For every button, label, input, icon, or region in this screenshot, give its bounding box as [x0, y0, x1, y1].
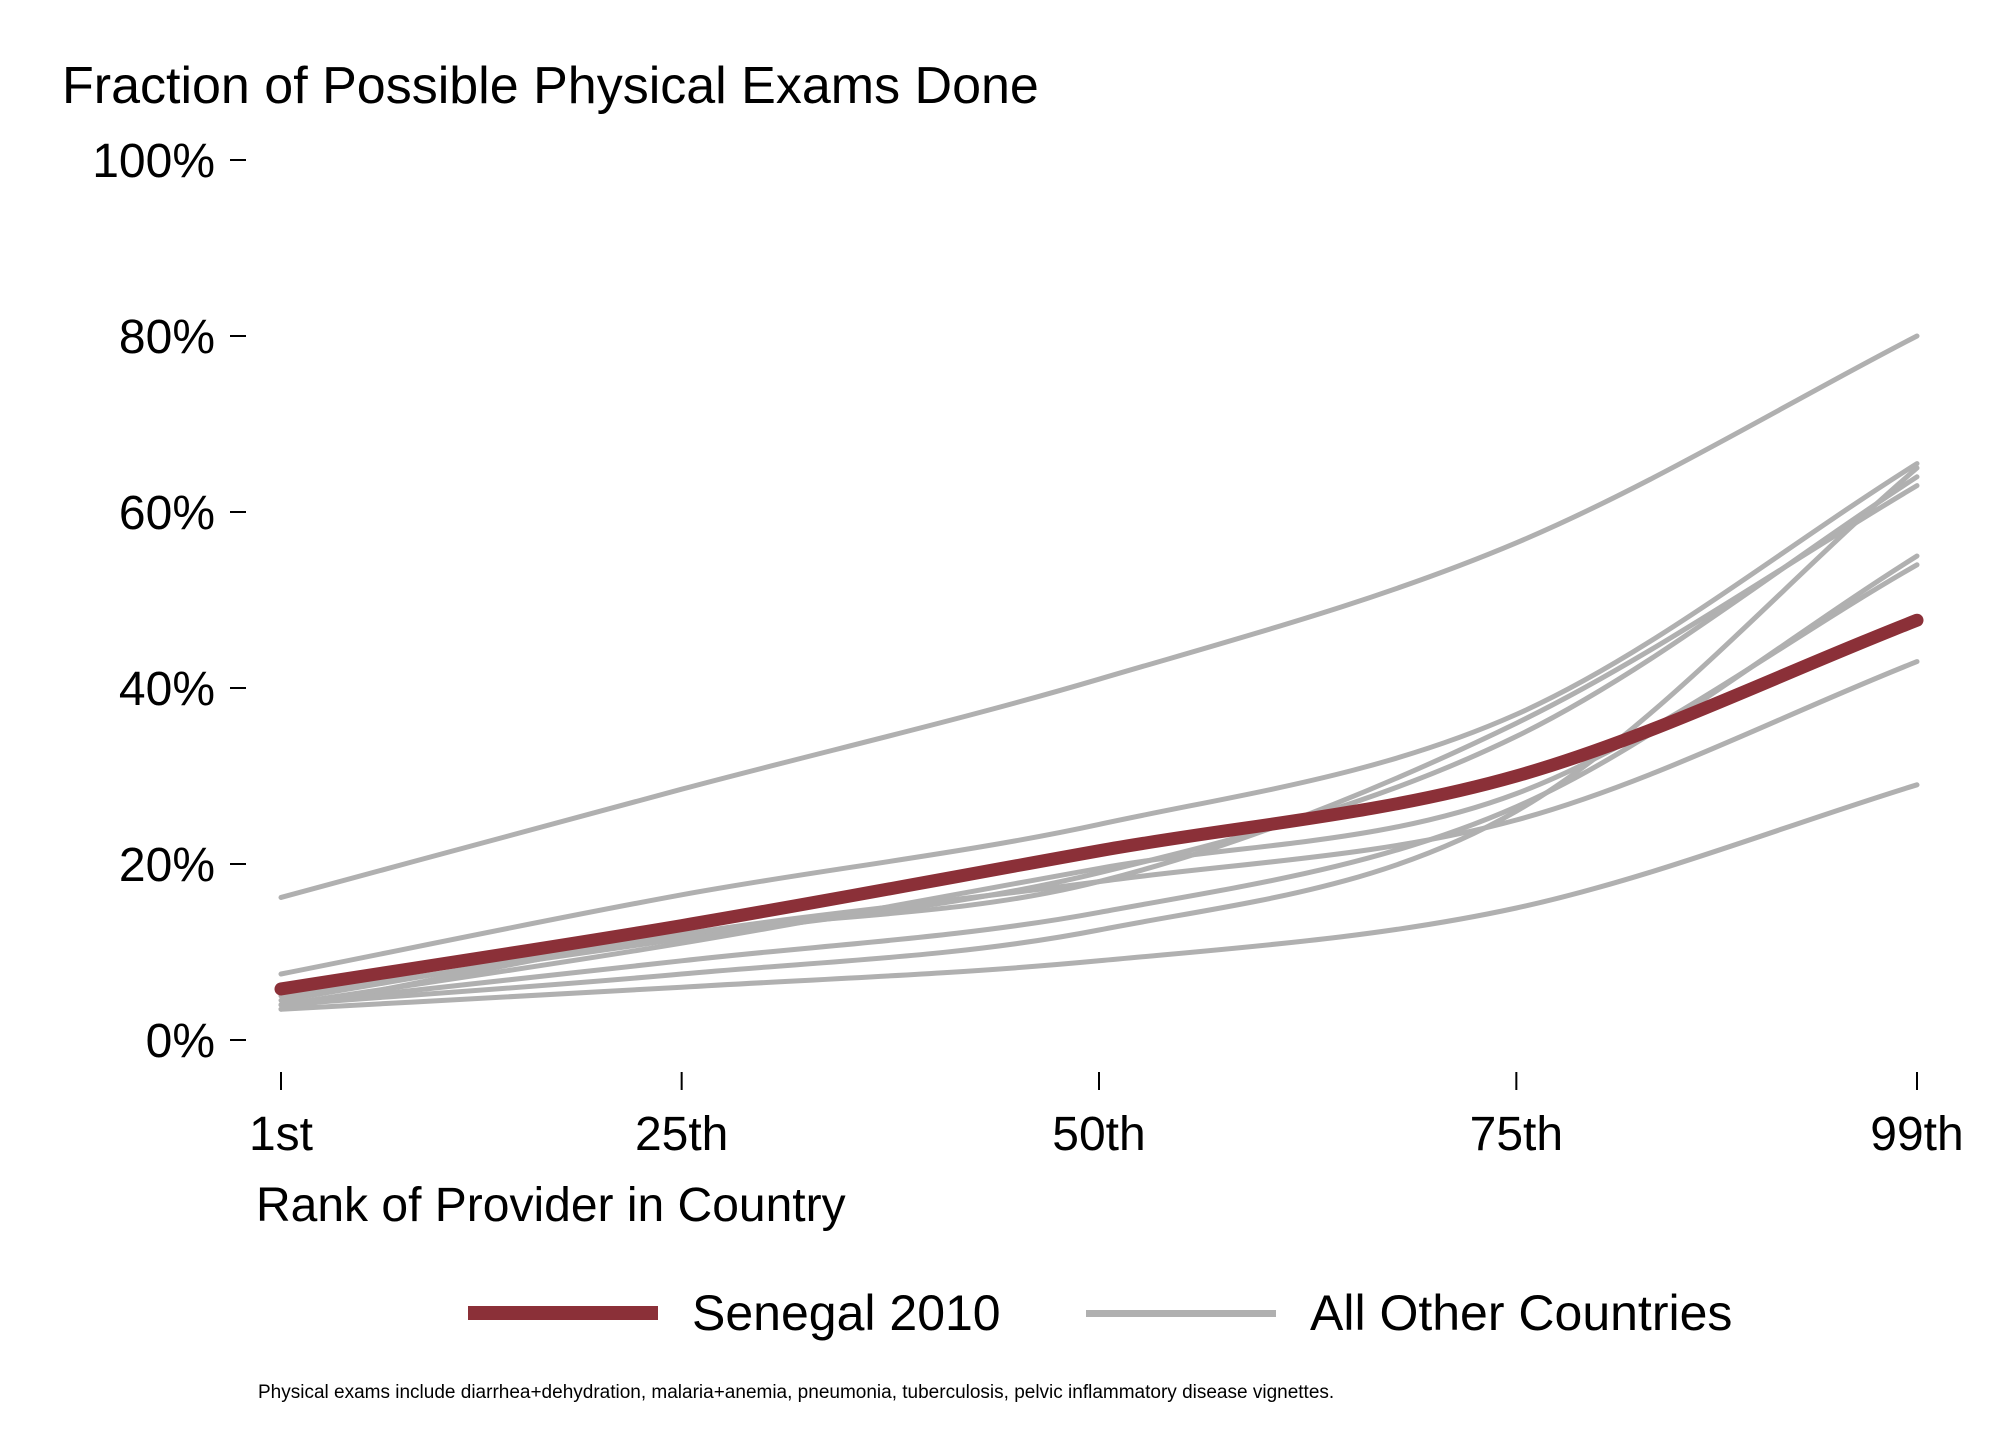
- x-axis-label: Rank of Provider in Country: [256, 1179, 846, 1232]
- legend-label-other-countries: All Other Countries: [1310, 1285, 1733, 1341]
- x-tick-label-0: 1st: [249, 1108, 313, 1161]
- series-line-senegal-2010: [274, 613, 1924, 996]
- legend-swatch-other-countries: [1086, 1309, 1276, 1317]
- y-axis: 0% 20% 40% 60% 80% 100%: [92, 135, 246, 1068]
- legend-label-senegal: Senegal 2010: [692, 1285, 1001, 1341]
- series-line-other-country-7: [278, 659, 1920, 1012]
- x-axis: 1st 25th 50th 75th 99th: [249, 1072, 1964, 1161]
- series-line-other-country-5: [278, 465, 1920, 1008]
- footnote: Physical exams include diarrhea+dehydrat…: [258, 1382, 1335, 1403]
- y-tick-label-5: 100%: [92, 135, 215, 188]
- series-layer: [274, 333, 1924, 1012]
- legend: Senegal 2010 All Other Countries: [0, 1278, 2000, 1348]
- chart-title: Fraction of Possible Physical Exams Done: [62, 57, 1039, 115]
- series-line-other-country-2: [278, 461, 1920, 977]
- y-tick-label-1: 20%: [119, 839, 215, 892]
- series-line-other-country-8: [278, 562, 1920, 1008]
- series-line-other-country-9: [278, 782, 1920, 1012]
- x-tick-label-2: 50th: [1052, 1108, 1145, 1161]
- y-tick-label-4: 80%: [119, 311, 215, 364]
- x-tick-label-1: 25th: [635, 1108, 728, 1161]
- series-line-other-country-3: [278, 474, 1920, 999]
- y-tick-label-3: 60%: [119, 487, 215, 540]
- series-line-other-country-6: [278, 553, 1920, 1008]
- y-tick-label-0: 0%: [146, 1015, 215, 1068]
- legend-item-senegal: Senegal 2010: [468, 1278, 1001, 1348]
- legend-swatch-senegal: [468, 1306, 658, 1320]
- y-tick-label-2: 40%: [119, 663, 215, 716]
- x-tick-label-3: 75th: [1470, 1108, 1563, 1161]
- x-tick-label-4: 99th: [1870, 1108, 1963, 1161]
- legend-item-other-countries: All Other Countries: [1086, 1278, 1732, 1348]
- series-line-other-country-1: [278, 333, 1920, 900]
